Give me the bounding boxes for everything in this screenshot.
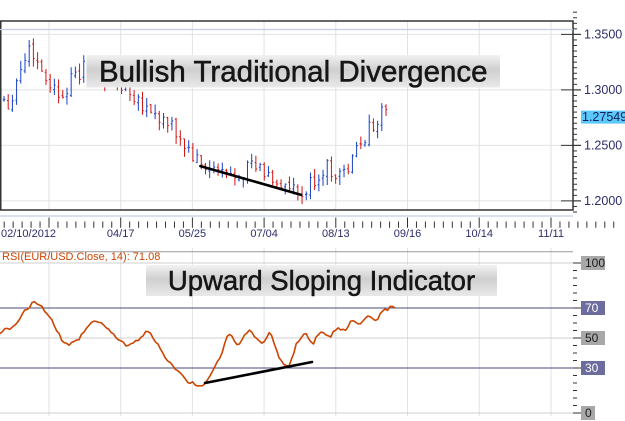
svg-text:70: 70 [585,301,599,315]
svg-text:09/16: 09/16 [394,228,422,240]
svg-text:1.3000: 1.3000 [584,83,622,97]
svg-text:1.3500: 1.3500 [584,27,622,41]
svg-text:30: 30 [585,361,599,375]
svg-text:08/13: 08/13 [322,228,350,240]
svg-text:1.2000: 1.2000 [584,194,622,208]
svg-text:0: 0 [585,406,592,420]
svg-text:1.27549: 1.27549 [582,110,625,124]
svg-text:1.2500: 1.2500 [584,138,622,152]
svg-text:05/25: 05/25 [179,228,207,240]
svg-text:50: 50 [585,331,599,345]
svg-text:04/17: 04/17 [107,228,135,240]
svg-text:11/11: 11/11 [538,228,564,240]
svg-text:Bullish Traditional Divergence: Bullish Traditional Divergence [99,55,488,88]
svg-text:07/04: 07/04 [250,228,278,240]
svg-text:10/14: 10/14 [465,228,493,240]
svg-text:Upward Sloping Indicator: Upward Sloping Indicator [168,265,475,296]
svg-text:02/10/2012: 02/10/2012 [1,228,56,240]
svg-text:100: 100 [585,256,605,270]
svg-text:RSI(EUR/USD.Close, 14): 71.08: RSI(EUR/USD.Close, 14): 71.08 [2,251,160,263]
